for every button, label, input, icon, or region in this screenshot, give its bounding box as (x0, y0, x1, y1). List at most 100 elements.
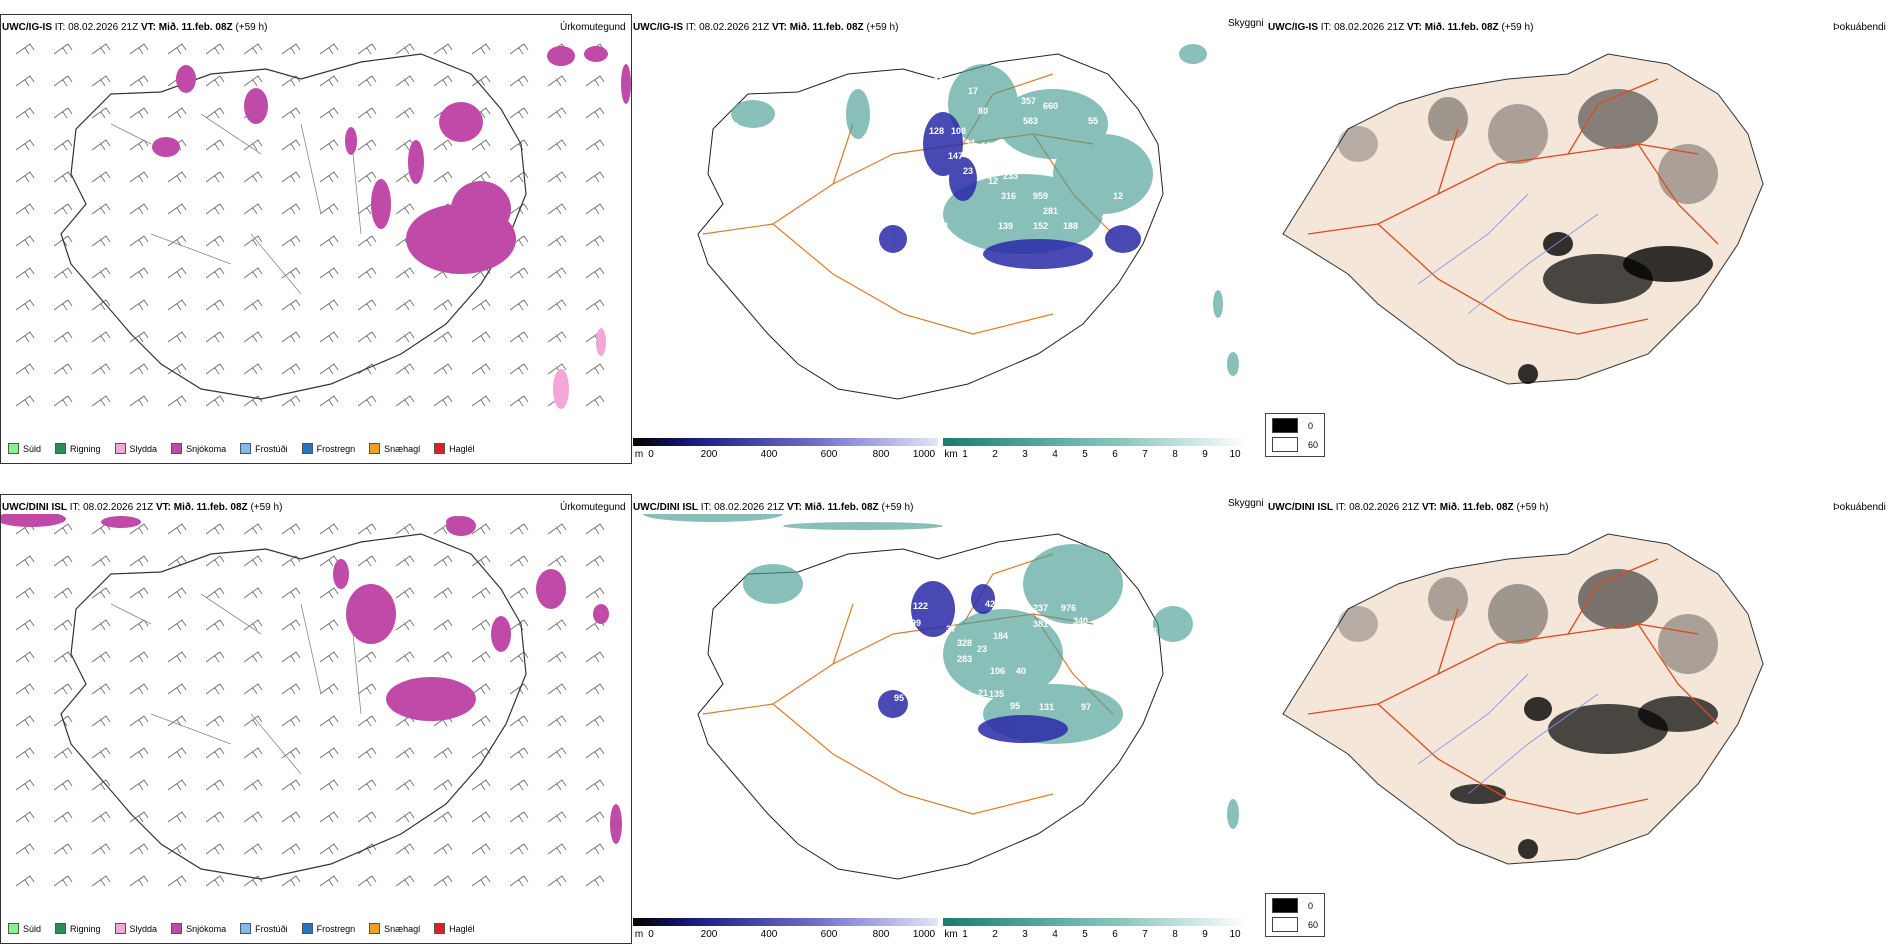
wind-barb (91, 363, 111, 375)
wind-barb (91, 811, 111, 823)
legend-swatch (55, 443, 67, 454)
wind-barb (585, 811, 605, 823)
visibility-value: 95 (894, 693, 904, 703)
wind-barb (205, 555, 225, 567)
model-name: UWC/IG-IS (633, 22, 683, 33)
wind-barb (91, 683, 111, 695)
wind-barb (91, 555, 111, 567)
colorbar-tick: 10 (1229, 929, 1241, 940)
wind-barb (167, 811, 187, 823)
wind-barb (167, 203, 187, 215)
colorbar-m-ticks: m 0 200 400 600 800 1000 (633, 449, 938, 461)
wind-barb (91, 747, 111, 759)
iceland-outline (60, 533, 527, 880)
legend-swatch (301, 443, 313, 454)
precip-map (15, 43, 631, 409)
wind-barb (585, 139, 605, 151)
wind-barb (15, 715, 35, 727)
visibility-value: 21 (978, 688, 988, 698)
legend-swatch (434, 443, 446, 454)
wind-barb (319, 587, 339, 599)
legend-swatch (8, 923, 19, 934)
wind-barb (357, 747, 377, 759)
wind-barb (547, 651, 567, 663)
fog-legend: 0 60 (1265, 893, 1325, 937)
wind-barb (319, 75, 339, 87)
fog-panel-2: UWC/DINI ISL IT: 08.02.2026 21Z VT: Mið.… (1268, 480, 1900, 950)
legend-swatch (8, 443, 19, 454)
visibility-value: 75 (728, 121, 738, 131)
wind-barb (281, 43, 301, 55)
wind-barb (205, 139, 225, 151)
legend-swatch (114, 923, 126, 934)
wind-barb (129, 107, 149, 119)
visibility-value: 128 (929, 126, 944, 136)
vt-value: Mið. 11.feb. 08Z (789, 22, 864, 33)
wind-barb (547, 75, 567, 87)
vt-label: VT: (155, 502, 171, 513)
wind-barb (91, 843, 111, 855)
colorbar-tick: 1000 (912, 929, 936, 940)
wind-barb (129, 651, 149, 663)
visibility-value: 122 (913, 601, 928, 611)
wind-barb (91, 875, 111, 887)
wind-barb (129, 299, 149, 311)
visibility-value: 188 (1063, 221, 1078, 231)
visibility-value: 37 (946, 624, 956, 634)
fog-panel-1: UWC/IG-IS IT: 08.02.2026 21Z VT: Mið. 11… (1268, 0, 1900, 470)
wind-barb (53, 811, 73, 823)
wind-barb (433, 75, 453, 87)
wind-barb (509, 395, 529, 407)
wind-barb (471, 683, 491, 695)
precip-panel-1: UWC/IG-IS IT: 08.02.2026 21Z VT: Mið. 11… (0, 0, 632, 470)
wind-barb (395, 523, 415, 535)
visibility-value: 131 (1039, 702, 1054, 712)
wind-barb (395, 619, 415, 631)
wind-barb (205, 523, 225, 535)
wind-barb (357, 875, 377, 887)
legend-swatch (171, 443, 183, 454)
wind-barb (91, 587, 111, 599)
vt-label: VT: (1406, 22, 1422, 33)
colorbar-m-ticks: m 0 200 400 600 800 1000 (633, 929, 938, 941)
wind-barb (129, 139, 149, 151)
iceland-outline (697, 53, 1164, 400)
wind-barb (433, 875, 453, 887)
wind-barb (91, 107, 111, 119)
wind-barb (15, 779, 35, 791)
legend-swatch (55, 923, 67, 934)
wind-barb (53, 171, 73, 183)
visibility-value: 18 (941, 702, 951, 712)
wind-barb (433, 843, 453, 855)
fog-shades (1338, 89, 1718, 384)
colorbar-tick: 10 (1229, 449, 1241, 460)
wind-barb (433, 555, 453, 567)
wind-barb (205, 203, 225, 215)
wind-barb (585, 587, 605, 599)
wind-barb (205, 779, 225, 791)
it-value: 08.02.2026 21Z (1349, 502, 1420, 513)
wind-barb (53, 267, 73, 279)
roads (702, 553, 1114, 815)
it-value: 08.02.2026 21Z (68, 22, 139, 33)
colorbar-tick: 800 (872, 449, 890, 460)
wind-barb (243, 299, 263, 311)
wind-barb (129, 715, 149, 727)
visibility-value: 357 (1021, 96, 1036, 106)
wind-barb (91, 651, 111, 663)
wind-barb (129, 171, 149, 183)
wind-barb (395, 75, 415, 87)
visibility-value: 281 (1043, 206, 1058, 216)
fog-legend-item: 0 (1272, 898, 1318, 913)
wind-barb (243, 715, 263, 727)
it-value: 08.02.2026 21Z (83, 502, 154, 513)
wind-barb (319, 747, 339, 759)
wind-barb (357, 779, 377, 791)
wind-barb (281, 363, 301, 375)
wind-barb (91, 203, 111, 215)
wind-barb (547, 299, 567, 311)
wind-barb (167, 107, 187, 119)
colorbar-tick: 6 (1112, 929, 1118, 940)
wind-barb (585, 235, 605, 247)
